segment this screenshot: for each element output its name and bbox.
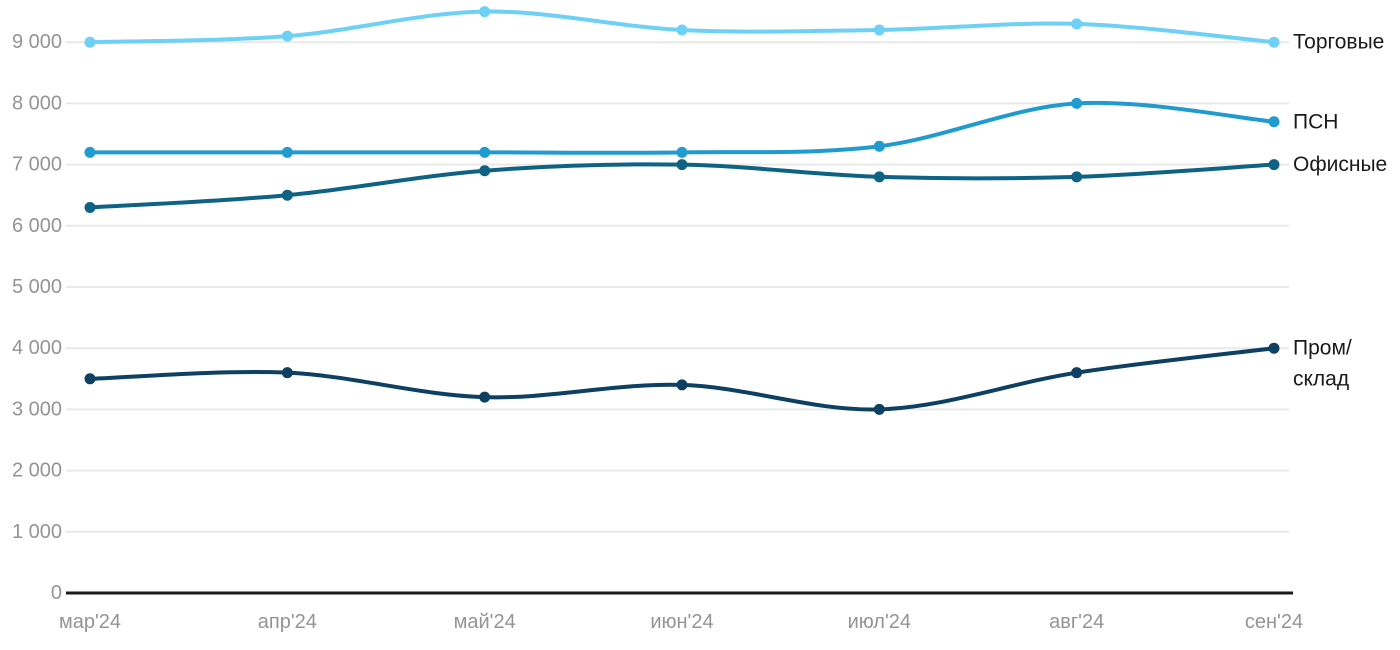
x-tick-label: авг'24	[1049, 611, 1104, 633]
y-tick-label: 9 000	[12, 31, 62, 53]
data-point-prom-sklad	[479, 391, 491, 403]
data-point-prom-sklad	[1071, 367, 1083, 379]
data-point-psn	[1071, 97, 1083, 109]
data-point-psn	[281, 146, 293, 158]
data-point-torgovye	[1268, 36, 1280, 48]
data-point-torgovye	[1071, 18, 1083, 30]
data-point-ofisnye	[1071, 171, 1083, 183]
data-point-ofisnye	[873, 171, 885, 183]
data-point-ofisnye	[84, 201, 96, 213]
series-line-psn	[88, 100, 1276, 155]
y-tick-label: 8 000	[12, 92, 62, 114]
y-tick-label: 1 000	[12, 521, 62, 543]
y-tick-label: 0	[51, 582, 62, 604]
data-point-prom-sklad	[1268, 342, 1280, 354]
y-tick-label: 6 000	[12, 215, 62, 237]
data-point-prom-sklad	[873, 403, 885, 415]
y-tick-label: 7 000	[12, 154, 62, 176]
data-point-prom-sklad	[281, 367, 293, 379]
data-point-psn	[676, 146, 688, 158]
x-tick-label: июн'24	[650, 611, 713, 633]
y-tick-label: 2 000	[12, 460, 62, 482]
data-point-ofisnye	[676, 159, 688, 171]
x-tick-label: сен'24	[1245, 611, 1303, 633]
data-point-ofisnye	[479, 165, 491, 177]
data-point-torgovye	[281, 30, 293, 42]
x-tick-label: июл'24	[848, 611, 911, 633]
series-line-prom-sklad	[88, 346, 1276, 412]
series-label-prom-sklad: Пром/	[1293, 337, 1352, 360]
data-point-torgovye	[676, 24, 688, 36]
data-point-prom-sklad	[676, 379, 688, 391]
data-point-torgovye	[479, 6, 491, 18]
x-tick-label: апр'24	[258, 611, 317, 633]
y-tick-label: 4 000	[12, 337, 62, 359]
y-tick-label: 3 000	[12, 398, 62, 420]
y-tick-label: 5 000	[12, 276, 62, 298]
x-tick-label: май'24	[454, 611, 516, 633]
series-label-ofisnye: Офисные	[1293, 153, 1387, 176]
data-point-torgovye	[873, 24, 885, 36]
x-tick-label: мар'24	[59, 611, 121, 633]
data-point-psn	[873, 140, 885, 152]
data-point-ofisnye	[1268, 159, 1280, 171]
data-point-psn	[84, 146, 96, 158]
series-line-ofisnye	[88, 162, 1276, 210]
data-point-ofisnye	[281, 189, 293, 201]
series-label-torgovye: Торговые	[1293, 31, 1384, 54]
data-point-psn	[1268, 116, 1280, 128]
data-point-psn	[479, 146, 491, 158]
data-point-prom-sklad	[84, 373, 96, 385]
data-point-torgovye	[84, 36, 96, 48]
series-label-prom-sklad: склад	[1293, 368, 1349, 391]
series-label-psn: ПСН	[1293, 110, 1338, 133]
